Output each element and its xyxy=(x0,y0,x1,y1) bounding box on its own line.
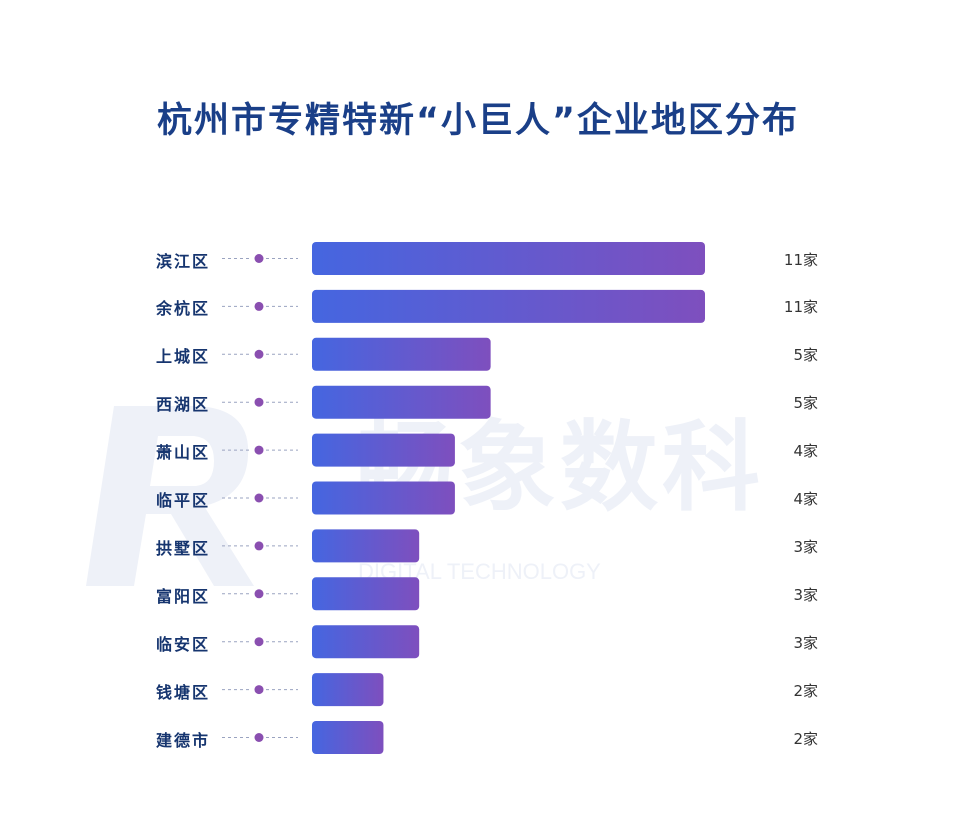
connector-dot xyxy=(254,397,264,407)
category-label: 建德市 xyxy=(155,730,210,750)
value-label: 3家 xyxy=(793,585,818,604)
category-label: 临平区 xyxy=(155,491,210,510)
category-label: 余杭区 xyxy=(155,299,210,319)
category-label: 西湖区 xyxy=(155,395,210,415)
value-label: 5家 xyxy=(793,394,818,413)
connector-dot xyxy=(254,254,264,263)
bar xyxy=(312,289,705,323)
category-label: 滨江区 xyxy=(155,251,210,271)
bar xyxy=(312,242,705,275)
bar xyxy=(312,721,384,754)
connector-dot xyxy=(254,541,264,551)
connector-dot xyxy=(254,733,264,742)
connector-dot xyxy=(254,637,264,647)
bar xyxy=(312,337,491,371)
bar xyxy=(312,385,491,419)
connector-dot xyxy=(254,445,264,455)
value-label: 4家 xyxy=(793,490,818,508)
bar xyxy=(312,433,455,467)
value-label: 11家 xyxy=(783,298,818,317)
bar xyxy=(312,529,420,563)
category-label: 富阳区 xyxy=(155,586,210,606)
category-label: 上城区 xyxy=(155,347,210,367)
connector-dot xyxy=(254,349,264,359)
value-label: 2家 xyxy=(793,729,818,748)
connector-dot xyxy=(254,685,264,695)
category-label: 钱塘区 xyxy=(155,682,210,702)
bar xyxy=(312,481,455,515)
chart-title: 杭州市专精特新“小巨人”企业地区分布 xyxy=(156,101,799,141)
category-label: 萧山区 xyxy=(155,443,210,463)
connector-dot xyxy=(254,301,264,311)
connector-dot xyxy=(254,589,264,599)
value-label: 3家 xyxy=(793,537,818,556)
bar xyxy=(312,577,420,611)
bar xyxy=(312,625,420,659)
value-label: 3家 xyxy=(793,633,818,652)
value-label: 11家 xyxy=(783,250,818,269)
connector-dot xyxy=(254,493,264,503)
bar xyxy=(312,673,384,707)
value-label: 4家 xyxy=(793,442,818,461)
value-label: 2家 xyxy=(793,681,818,700)
category-label: 拱墅区 xyxy=(155,538,210,558)
value-label: 5家 xyxy=(793,346,818,365)
category-label: 临安区 xyxy=(155,634,210,654)
